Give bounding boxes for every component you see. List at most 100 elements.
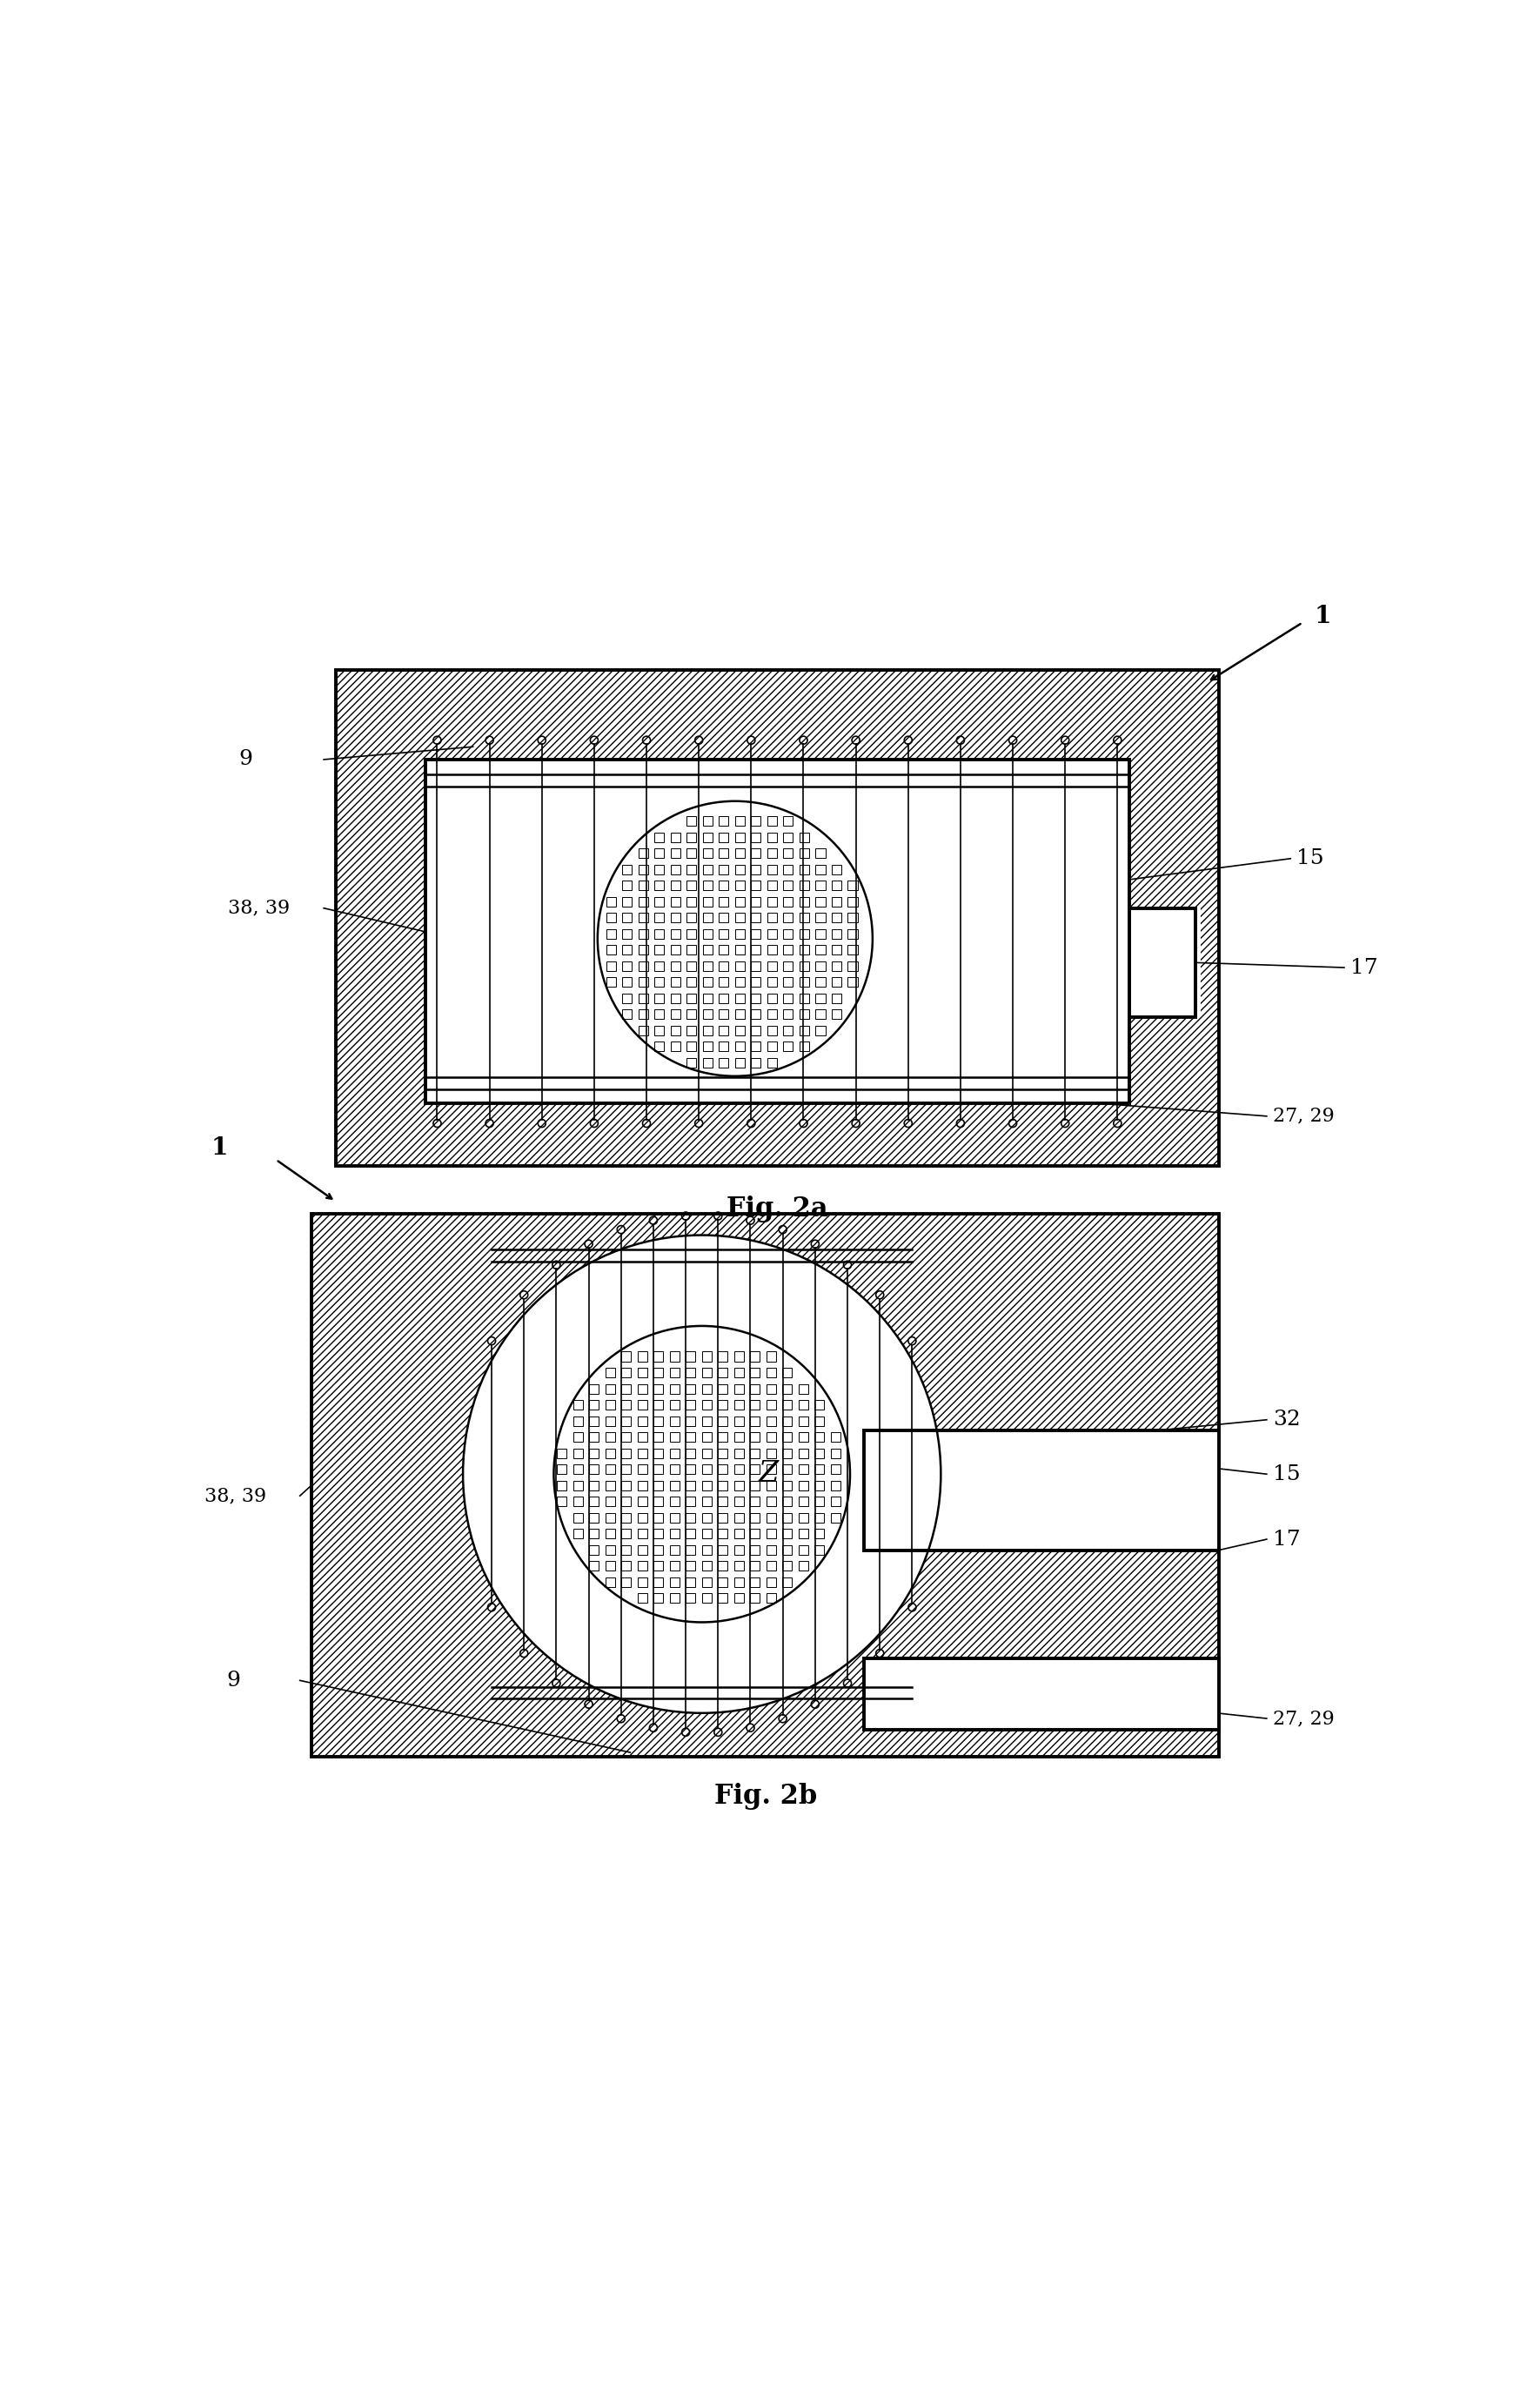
Bar: [752, 1026, 761, 1035]
Bar: [815, 1514, 824, 1523]
Bar: [639, 866, 648, 875]
Bar: [702, 1545, 711, 1554]
Bar: [670, 1026, 681, 1035]
Bar: [590, 1561, 599, 1571]
Bar: [702, 866, 713, 875]
Bar: [816, 930, 825, 940]
Bar: [687, 897, 696, 906]
Bar: [702, 1578, 711, 1588]
Bar: [782, 1384, 792, 1394]
Bar: [670, 1351, 679, 1360]
Bar: [832, 978, 841, 987]
Bar: [638, 1351, 647, 1360]
Bar: [638, 1528, 647, 1537]
Bar: [815, 1463, 824, 1475]
Bar: [687, 832, 696, 842]
Bar: [654, 961, 664, 971]
Bar: [573, 1401, 582, 1411]
Bar: [622, 897, 631, 906]
Bar: [654, 880, 664, 889]
Bar: [816, 897, 825, 906]
Bar: [735, 944, 745, 954]
Bar: [639, 913, 648, 923]
Bar: [735, 913, 745, 923]
Bar: [573, 1528, 582, 1537]
Bar: [719, 944, 728, 954]
Bar: [670, 961, 681, 971]
Bar: [622, 944, 631, 954]
Bar: [605, 1561, 614, 1571]
Bar: [622, 978, 631, 987]
Bar: [750, 1449, 759, 1459]
Bar: [750, 1561, 759, 1571]
Bar: [670, 1384, 679, 1394]
Bar: [735, 1009, 745, 1019]
Bar: [590, 1449, 599, 1459]
Bar: [719, 866, 728, 875]
Bar: [702, 1528, 711, 1537]
Text: 15: 15: [1297, 849, 1324, 868]
Bar: [784, 815, 793, 825]
Bar: [832, 944, 841, 954]
Bar: [670, 832, 681, 842]
Bar: [621, 1514, 631, 1523]
Bar: [752, 913, 761, 923]
Bar: [687, 961, 696, 971]
Bar: [815, 1401, 824, 1411]
Bar: [654, 866, 664, 875]
Bar: [750, 1480, 759, 1490]
Bar: [767, 1384, 776, 1394]
Bar: [605, 1384, 614, 1394]
Bar: [573, 1415, 582, 1425]
Bar: [621, 1578, 631, 1588]
Bar: [735, 849, 745, 858]
Bar: [670, 897, 681, 906]
Bar: [670, 1463, 679, 1475]
Bar: [735, 880, 745, 889]
Bar: [782, 1480, 792, 1490]
Bar: [784, 992, 793, 1004]
Bar: [752, 880, 761, 889]
Bar: [767, 1480, 776, 1490]
Bar: [336, 669, 1220, 1167]
Bar: [718, 1384, 727, 1394]
Bar: [621, 1432, 631, 1442]
Bar: [718, 1545, 727, 1554]
Bar: [718, 1463, 727, 1475]
Bar: [735, 897, 745, 906]
Bar: [1129, 909, 1195, 1016]
Bar: [702, 815, 713, 825]
Bar: [638, 1545, 647, 1554]
Bar: [718, 1401, 727, 1411]
Bar: [719, 961, 728, 971]
Bar: [573, 1449, 582, 1459]
Bar: [830, 1514, 841, 1523]
Bar: [784, 913, 793, 923]
Bar: [702, 1384, 711, 1394]
Bar: [639, 1009, 648, 1019]
Bar: [654, 897, 664, 906]
Bar: [654, 944, 664, 954]
Bar: [782, 1561, 792, 1571]
Bar: [719, 1026, 728, 1035]
Bar: [653, 1368, 664, 1377]
Bar: [750, 1384, 759, 1394]
Bar: [685, 1514, 696, 1523]
Bar: [687, 1042, 696, 1052]
Bar: [784, 832, 793, 842]
Bar: [622, 930, 631, 940]
Bar: [719, 978, 728, 987]
Text: 9: 9: [239, 748, 253, 770]
Circle shape: [464, 1236, 941, 1712]
Bar: [799, 1480, 808, 1490]
Bar: [864, 1659, 1220, 1729]
Bar: [719, 849, 728, 858]
Bar: [670, 1042, 681, 1052]
Bar: [638, 1368, 647, 1377]
Bar: [718, 1351, 727, 1360]
Bar: [653, 1514, 664, 1523]
Bar: [816, 866, 825, 875]
Bar: [638, 1480, 647, 1490]
Bar: [815, 1480, 824, 1490]
Bar: [653, 1561, 664, 1571]
